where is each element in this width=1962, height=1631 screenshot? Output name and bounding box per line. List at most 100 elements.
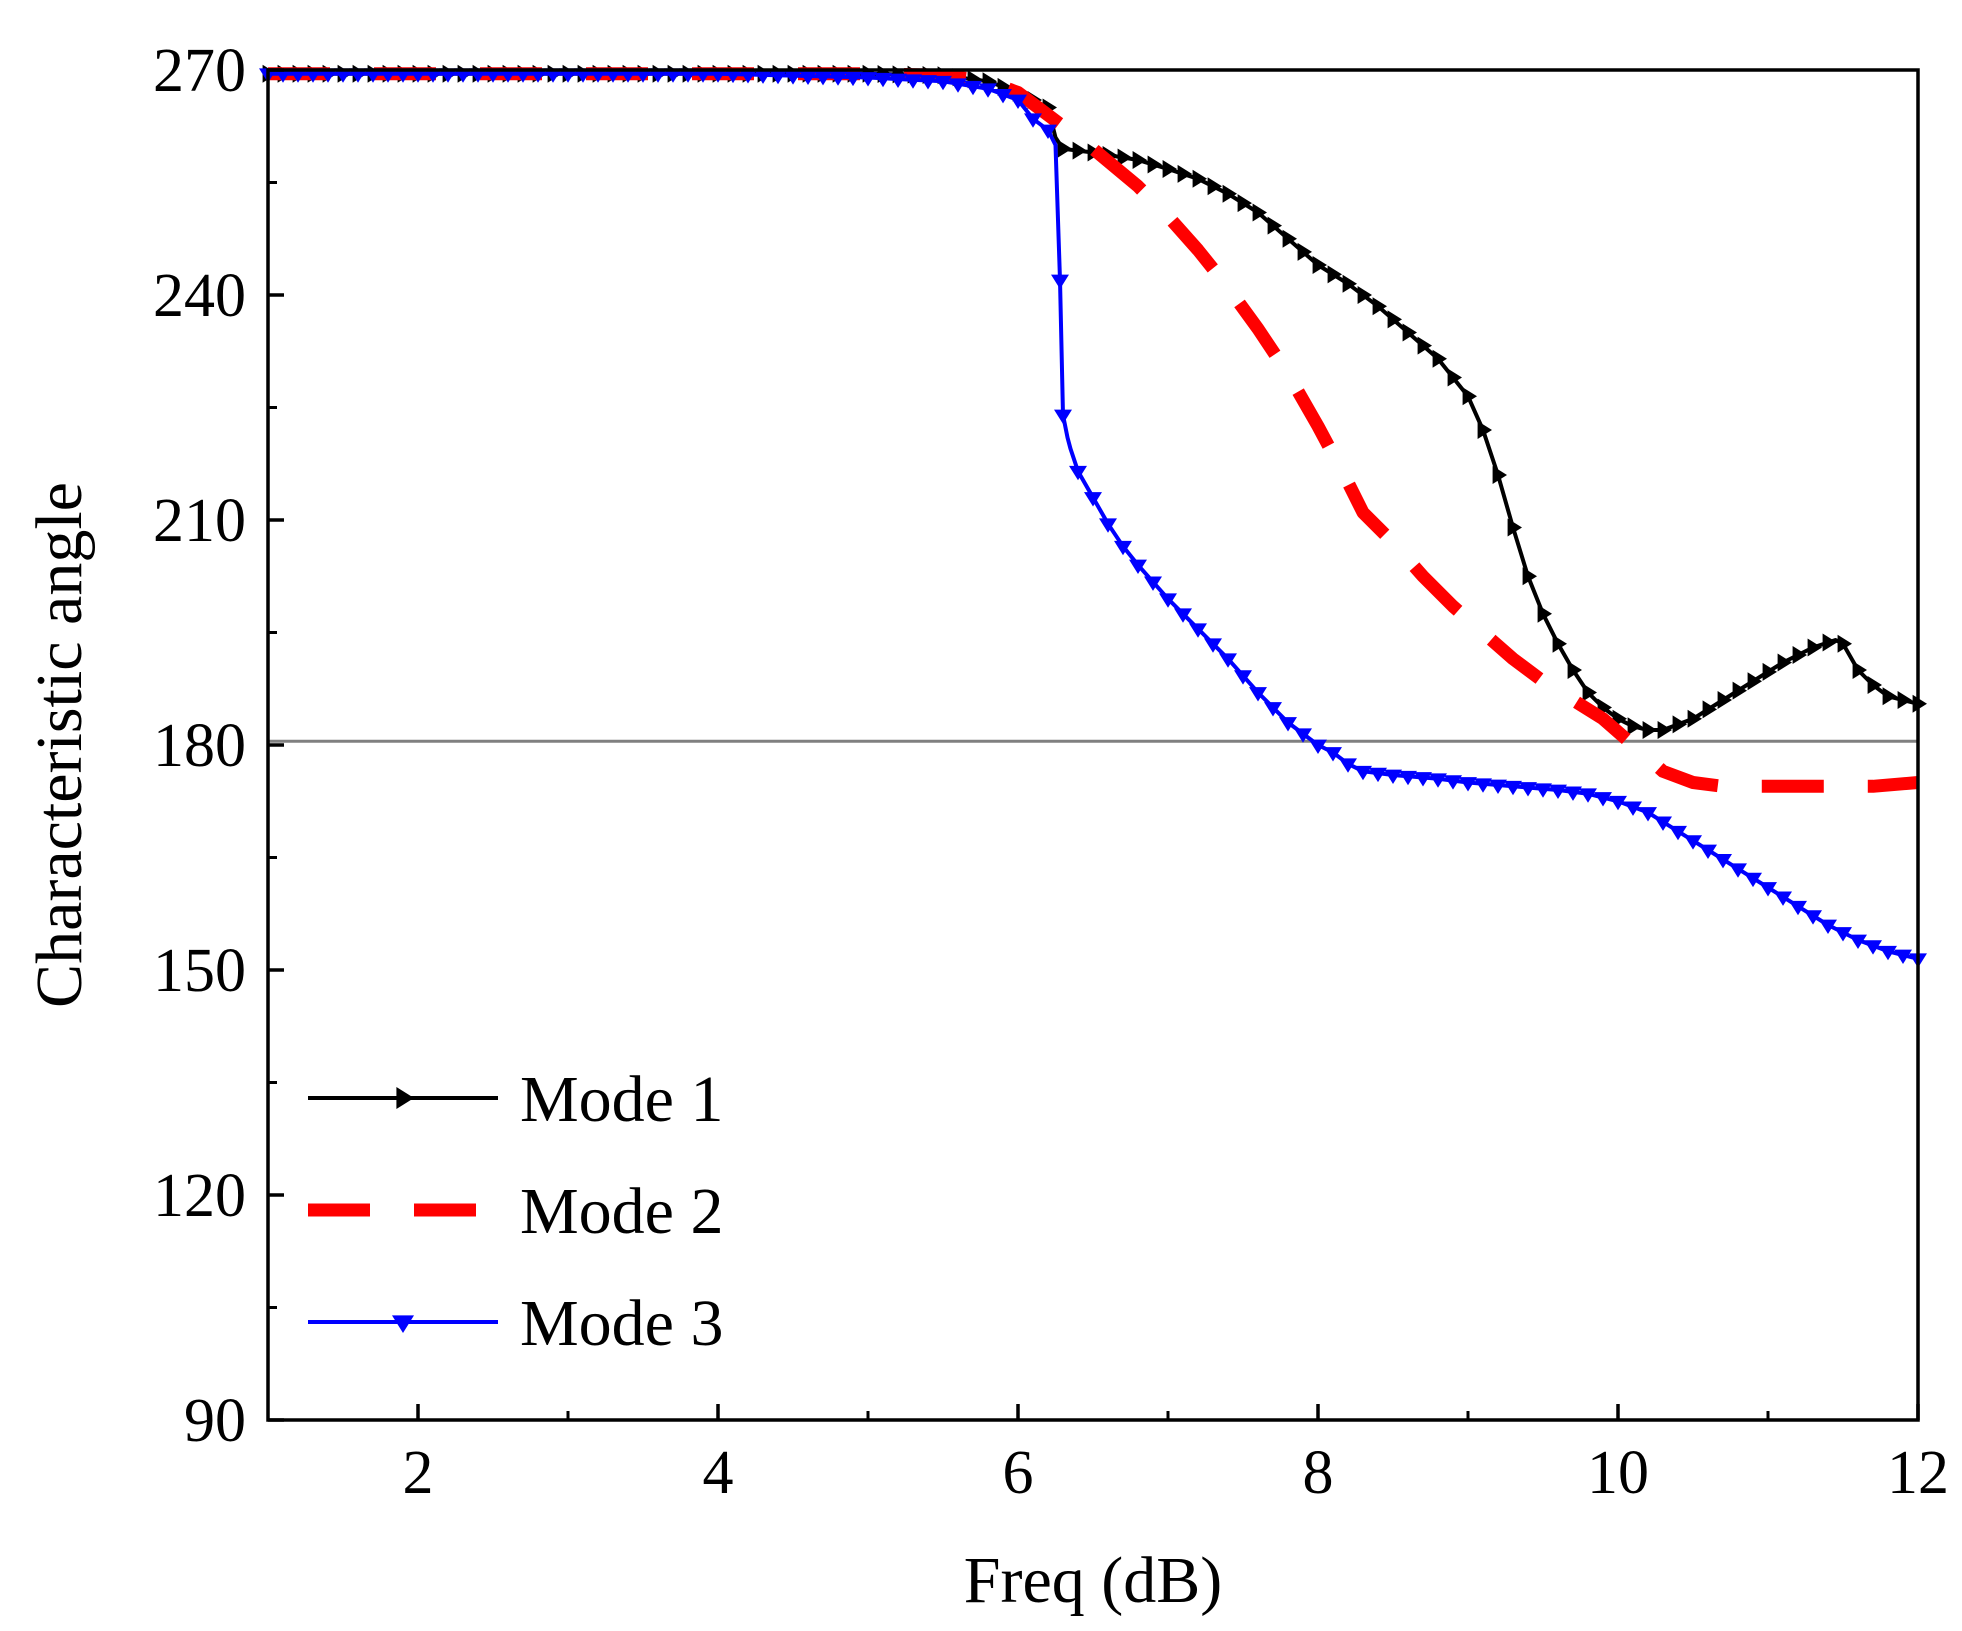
mode-3-marker xyxy=(994,88,1012,104)
legend-item-mode-1: Mode 1 xyxy=(308,1063,723,1136)
legend: Mode 1 Mode 2 Mode 3 xyxy=(308,1063,723,1360)
mode-1-marker xyxy=(1147,155,1162,174)
mode-3-marker xyxy=(694,68,712,83)
x-axis-title: Freq (dB) xyxy=(964,1544,1222,1617)
mode-3-marker xyxy=(529,68,547,83)
mode-1-marker xyxy=(1132,151,1147,169)
mode-3-marker xyxy=(1894,949,1912,964)
mode-3-marker xyxy=(499,68,517,83)
mode-1-marker xyxy=(1642,721,1657,739)
legend-item-mode-2: Mode 2 xyxy=(308,1175,723,1248)
mode-3-marker xyxy=(874,72,892,88)
mode-3-marker xyxy=(709,68,727,83)
mode-1-marker xyxy=(1672,715,1687,734)
mode-3-marker xyxy=(274,68,292,83)
mode-3-marker xyxy=(829,71,847,86)
mode-3-marker xyxy=(1699,844,1717,859)
mode-3-marker xyxy=(1444,775,1462,790)
mode-3-marker xyxy=(1759,882,1777,897)
mode-3-marker xyxy=(604,68,622,83)
mode-3-marker xyxy=(1879,945,1897,961)
mode-1-marker xyxy=(1837,634,1852,653)
x-tick-label: 6 xyxy=(1003,1439,1034,1507)
legend-marker xyxy=(396,1087,414,1109)
mode-1-marker xyxy=(1222,184,1237,203)
mode-3-marker xyxy=(1489,779,1507,794)
mode-1-marker xyxy=(1822,633,1837,652)
mode-3-marker xyxy=(1639,807,1657,822)
legend-label: Mode 3 xyxy=(520,1287,723,1360)
mode-1-marker xyxy=(1417,336,1432,355)
mode-3-marker xyxy=(589,68,607,83)
x-tick-label: 12 xyxy=(1887,1439,1949,1507)
mode-1-marker xyxy=(1702,700,1717,719)
mode-1-marker xyxy=(1432,349,1447,368)
mode-1-marker xyxy=(1402,323,1417,342)
mode-3-marker xyxy=(1279,717,1297,732)
mode-3-marker xyxy=(949,78,967,93)
mode-3-marker xyxy=(1474,778,1492,793)
mode-3-marker xyxy=(1249,687,1267,702)
mode-3-marker xyxy=(754,69,772,84)
mode-3-marker xyxy=(1039,124,1057,139)
mode-3-marker xyxy=(664,68,682,83)
mode-3-marker xyxy=(439,68,457,83)
mode-1-marker xyxy=(1657,721,1672,739)
mode-1-marker xyxy=(1852,661,1867,679)
legend-label: Mode 2 xyxy=(520,1175,723,1248)
mode-3-marker xyxy=(979,83,997,98)
mode-3-marker xyxy=(454,68,472,83)
mode-1-marker xyxy=(1327,265,1342,284)
y-tick-label: 210 xyxy=(153,487,246,555)
mode-1-marker xyxy=(1252,203,1267,222)
mode-3-marker xyxy=(1684,835,1702,850)
y-axis-title: Characteristic angle xyxy=(23,482,96,1008)
mode-1-marker xyxy=(1807,638,1822,657)
y-tick-label: 270 xyxy=(153,37,246,105)
tick-group: 2 4 6 8 10 12 90 120 150 180 210 240 270 xyxy=(153,37,1949,1507)
mode-3-marker xyxy=(1804,910,1822,925)
mode-3-marker xyxy=(634,68,652,83)
mode-3-marker xyxy=(619,68,637,83)
mode-3-series xyxy=(259,68,1927,968)
y-tick-label: 150 xyxy=(153,937,246,1005)
mode-3-marker xyxy=(1624,801,1642,816)
mode-1-marker xyxy=(1732,681,1747,700)
mode-3-marker xyxy=(334,68,352,83)
mode-1-marker xyxy=(1582,683,1597,702)
mode-3-marker xyxy=(1549,784,1567,799)
mode-3-marker xyxy=(1294,728,1312,743)
mode-3-marker xyxy=(1234,670,1252,685)
mode-3-marker xyxy=(1399,770,1417,786)
mode-3-marker xyxy=(1144,576,1162,591)
mode-1-marker xyxy=(1357,286,1372,304)
mode-3-marker xyxy=(1669,825,1687,841)
mode-1-marker xyxy=(1072,141,1087,160)
mode-3-marker xyxy=(1849,934,1867,949)
mode-3-marker xyxy=(469,68,487,83)
mode-3-marker xyxy=(1354,765,1372,781)
mode-3-marker xyxy=(859,72,877,87)
mode-3-marker xyxy=(919,75,937,90)
mode-3-marker xyxy=(364,68,382,83)
mode-3-marker xyxy=(289,68,307,83)
mode-3-marker xyxy=(724,68,742,84)
legend-item-mode-3: Mode 3 xyxy=(308,1287,723,1360)
legend-label: Mode 1 xyxy=(520,1063,723,1136)
mode-3-marker xyxy=(1189,623,1207,638)
mode-1-marker xyxy=(1192,169,1207,188)
mode-3-marker xyxy=(424,68,442,83)
mode-3-marker xyxy=(799,70,817,85)
mode-3-marker xyxy=(679,68,697,83)
mode-3-marker xyxy=(1051,274,1069,289)
mode-3-marker xyxy=(1369,767,1387,783)
mode-3-marker xyxy=(514,68,532,83)
x-tick-label: 10 xyxy=(1587,1439,1649,1507)
mode-3-marker xyxy=(1729,863,1747,878)
mode-3-marker xyxy=(1774,891,1792,906)
mode-1-marker xyxy=(1747,672,1762,691)
mode-3-marker xyxy=(1114,540,1132,556)
mode-1-marker xyxy=(1177,164,1192,183)
